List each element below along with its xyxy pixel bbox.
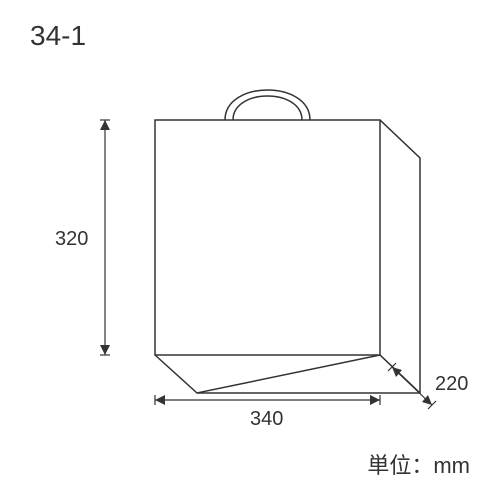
bag-side-panel (380, 120, 420, 393)
bag-front-face (155, 120, 380, 355)
depth-dimension: 220 (388, 363, 468, 409)
bag-diagram-svg: 320 340 220 (0, 0, 500, 500)
depth-value: 220 (435, 373, 468, 395)
bag-outline (155, 90, 420, 393)
height-value: 320 (55, 228, 88, 250)
bag-bottom-flap (155, 355, 380, 393)
height-dimension: 320 (55, 120, 110, 355)
bag-handle-inner (233, 96, 302, 120)
width-value: 340 (250, 408, 283, 430)
diagram-container: 34-1 単位：mm 320 (0, 0, 500, 500)
width-dimension: 340 (155, 395, 380, 430)
bag-handle-outer (225, 90, 310, 120)
